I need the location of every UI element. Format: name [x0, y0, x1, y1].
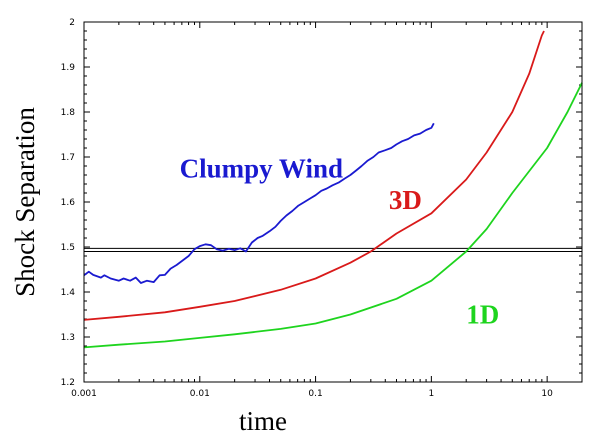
annotation-3d: 3D [389, 185, 422, 215]
x-tick-label: 10 [541, 389, 553, 399]
reference-lines [84, 247, 582, 252]
series-layer [83, 30, 583, 349]
y-tick-label: 1.5 [61, 243, 75, 253]
x-tick-label: 0.001 [71, 389, 97, 399]
y-axis-title: Shock Separation [10, 107, 40, 297]
plot-frame [83, 21, 583, 383]
x-axis-title: time [239, 406, 287, 436]
y-tick-label: 1.2 [61, 378, 75, 388]
y-tick-label: 1.8 [61, 108, 76, 118]
annotation-clumpy-wind: Clumpy Wind [180, 153, 343, 183]
y-tick-label: 1.7 [61, 153, 75, 163]
tick-layer [83, 21, 583, 383]
series-line-clumpy-wind [83, 122, 435, 284]
annotations: Clumpy Wind 3D 1D [180, 153, 500, 329]
series-line-3d [83, 30, 545, 321]
y-tick-label: 1.9 [61, 63, 76, 73]
y-tick-label: 1.6 [61, 198, 76, 208]
x-tick-label: 1 [428, 389, 434, 399]
tick-labels: 1.2 1.3 1.4 1.5 1.6 1.7 1.8 1.9 2 0.001 0.01 0.1 1 10 [61, 18, 553, 399]
y-tick-label: 1.4 [61, 288, 76, 298]
y-tick-label: 2 [69, 18, 75, 28]
annotation-1d: 1D [466, 300, 499, 330]
x-tick-label: 0.01 [190, 389, 210, 399]
series-line-1d [83, 82, 583, 349]
x-tick-label: 0.1 [308, 389, 322, 399]
y-tick-label: 1.3 [61, 333, 75, 343]
